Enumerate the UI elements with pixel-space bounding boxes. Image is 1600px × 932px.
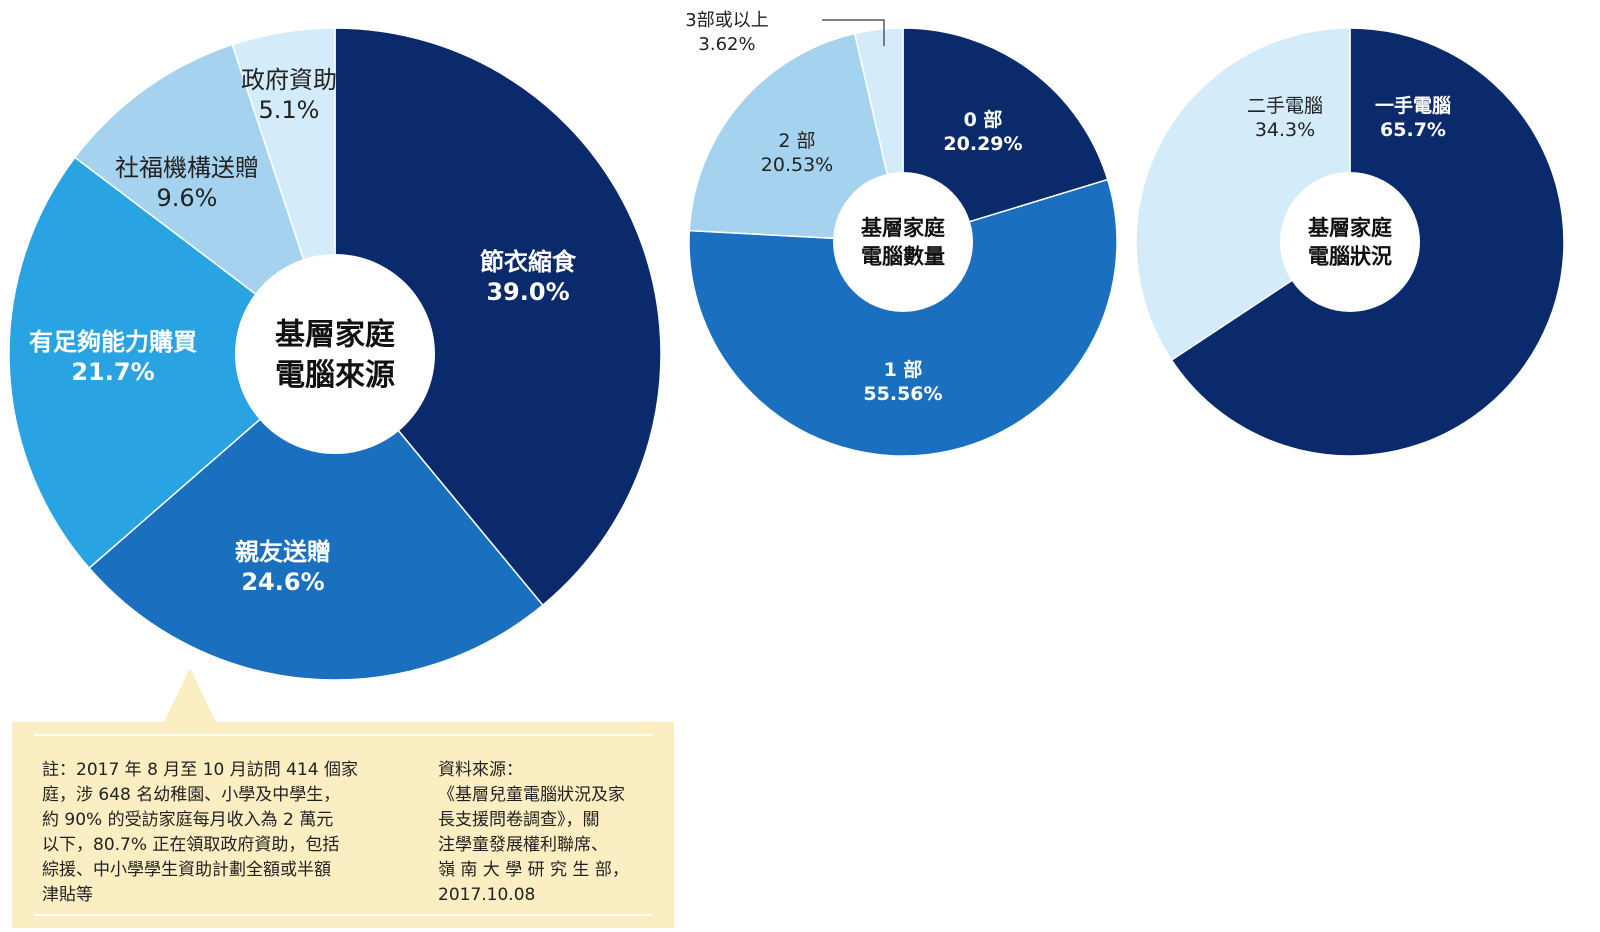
slice-name-count-3: 3部或以上 [685,10,768,31]
slice-value-count-3: 3.62% [698,34,755,55]
pie-center-count [833,172,973,312]
slice-name-count-1: 1 部 [884,358,923,381]
note-line: 以下，80.7% 正在領取政府資助，包括 [42,835,340,855]
note-line: 綜援、中小學學生資助計劃全額或半額 [42,860,331,880]
source-line: 《基層兒童電腦狀況及家 [438,785,625,805]
callout-pointer [162,668,218,726]
slice-name-status-0: 一手電腦 [1375,94,1451,117]
pie-slice-count-0 [902,27,1109,244]
chart-title-count: 電腦數量 [861,245,945,269]
note-line: 庭，涉 648 名幼稚園、小學及中學生， [42,785,341,805]
pie-slice-source-1 [88,352,544,681]
chart-title-source: 電腦來源 [275,358,395,393]
survey-note: 註：2017 年 8 月至 10 月訪問 414 個家 庭，涉 648 名幼稚園… [42,758,358,908]
pie-slice-source-3 [73,43,337,357]
notes-top-rule [34,734,652,736]
slice-name-source-4: 政府資助 [241,66,337,94]
pie-center-source [235,254,435,454]
source-line: 長支援問卷調查》，關 [438,810,600,830]
source-line: 注學童發展權利聯席、 [438,835,608,855]
slice-name-source-2: 有足夠能力購買 [29,328,197,356]
slice-name-count-2: 2 部 [778,130,815,152]
slice-value-status-1: 34.3% [1255,119,1315,141]
slice-name-status-1: 二手電腦 [1247,95,1323,117]
pie-slice-count-1 [688,178,1118,457]
source-line: 2017.10.08 [438,885,536,905]
slice-name-source-0: 節衣縮食 [480,248,577,276]
data-source: 資料來源： 《基層兒童電腦狀況及家 長支援問卷調查》，關 注學童發展權利聯席、 … [438,758,629,908]
slice-value-source-3: 9.6% [157,184,218,212]
slice-value-source-4: 5.1% [259,96,320,124]
note-line: 津貼等 [42,885,93,905]
pie-slice-count-2 [688,32,904,243]
pie-slice-source-2 [8,156,337,570]
source-line: 資料來源： [438,760,523,780]
note-line: 註：2017 年 8 月至 10 月訪問 414 個家 [42,760,358,780]
slice-value-source-1: 24.6% [241,568,324,596]
notes-box: 註：2017 年 8 月至 10 月訪問 414 個家 庭，涉 648 名幼稚園… [12,722,674,928]
slice-name-count-0: 0 部 [964,108,1003,131]
slice-value-count-2: 20.53% [761,154,833,176]
pie-slice-source-0 [334,27,662,607]
notes-bottom-rule [34,914,652,916]
chart-title-source: 基層家庭 [275,317,395,352]
slice-value-status-0: 65.7% [1380,119,1446,141]
chart-title-status: 電腦狀況 [1308,245,1392,269]
pie-center-status [1280,172,1420,312]
chart-title-count: 基層家庭 [861,216,945,240]
source-line: 嶺 南 大 學 研 究 生 部， [438,860,629,880]
slice-name-source-1: 親友送贈 [235,538,331,566]
note-line: 約 90% 的受訪家庭每月收入為 2 萬元 [42,810,334,830]
slice-value-count-0: 20.29% [943,133,1022,155]
slice-name-source-3: 社福機構送贈 [115,154,259,182]
slice-value-count-1: 55.56% [863,383,942,405]
leader-line-count [822,19,885,46]
slice-value-source-0: 39.0% [486,278,569,306]
slice-value-source-2: 21.7% [71,358,154,386]
chart-title-status: 基層家庭 [1308,216,1392,240]
